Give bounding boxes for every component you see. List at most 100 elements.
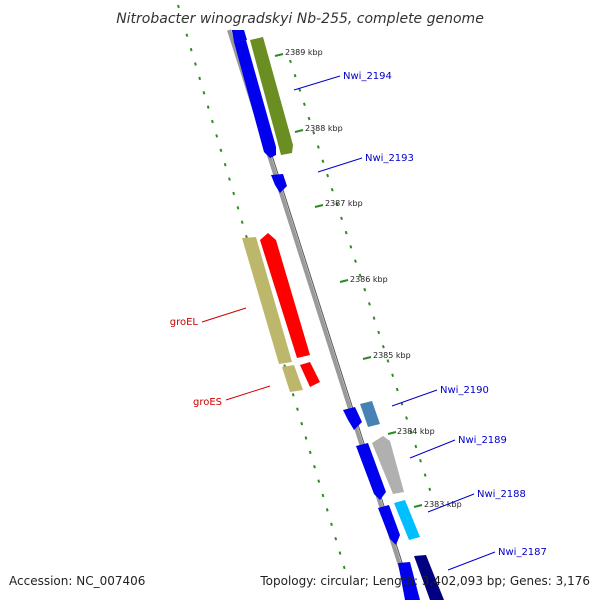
scale-tick-label: 2387 kbp <box>325 199 363 208</box>
gene-feature <box>234 40 276 158</box>
gc-content-mark <box>340 216 343 221</box>
gene-label-leader <box>201 307 247 323</box>
gene-feature <box>343 407 362 430</box>
gc-skew-mark <box>291 393 295 397</box>
gene-label: Nwi_2187 <box>498 547 547 558</box>
gene-labels: Nwi_2194 Nwi_2193 groEL groES Nwi_2190 Nwi_21… <box>170 71 547 571</box>
gc-content-mark <box>316 145 320 149</box>
gene-label: Nwi_2194 <box>343 71 392 82</box>
gc-content-mark <box>302 102 306 106</box>
gc-content-mark <box>419 459 422 463</box>
gc-content-mark <box>354 259 357 263</box>
gc-content-mark <box>307 116 311 121</box>
gc-content-mark <box>312 131 316 135</box>
gc-skew-mark <box>177 4 180 9</box>
gc-skew-mark <box>228 177 231 181</box>
gene-feature <box>414 555 444 600</box>
gene-feature <box>250 37 293 155</box>
gc-content-mark <box>381 344 385 349</box>
gene-feature <box>232 30 247 42</box>
gene-label-leader <box>409 439 456 459</box>
gc-content-mark <box>377 330 381 335</box>
gc-skew-mark <box>308 450 312 455</box>
gc-skew-mark <box>215 134 219 138</box>
gene-feature <box>356 443 386 500</box>
gene-label-leader <box>225 385 271 401</box>
gc-content-mark <box>349 245 353 249</box>
gc-skew-mark <box>206 105 210 109</box>
scale-tick <box>362 356 372 360</box>
gc-skew-mark <box>317 479 321 483</box>
gc-content-mark <box>293 73 297 78</box>
gene-label: Nwi_2188 <box>477 489 526 500</box>
gene-label-leader <box>447 551 496 571</box>
gene-label-leader <box>391 389 438 407</box>
gc-skew-mark <box>181 19 185 23</box>
gc-skew-mark <box>223 162 227 167</box>
gene-feature <box>300 362 320 387</box>
gene-feature <box>394 500 420 540</box>
scale-tick-label: 2384 kbp <box>397 427 435 436</box>
gc-skew-mark <box>232 191 236 196</box>
gc-content-mark <box>414 444 418 449</box>
gene-feature <box>242 237 292 364</box>
gc-content-mark <box>391 373 395 377</box>
scale-tick <box>339 279 349 283</box>
scale-tick-label: 2385 kbp <box>373 351 411 360</box>
gc-skew-mark <box>330 522 333 527</box>
gene-label: Nwi_2193 <box>365 153 414 164</box>
gc-content-mark <box>372 316 376 320</box>
gc-content-mark <box>326 173 330 178</box>
gene-label-leader <box>317 157 363 173</box>
gc-content-mark <box>344 230 348 235</box>
gc-content-mark <box>386 359 390 363</box>
scale-tick-label: 2388 kbp <box>305 124 343 133</box>
gc-content-mark <box>363 287 367 292</box>
gc-skew-mark <box>334 536 338 541</box>
gc-skew-mark <box>325 508 329 512</box>
scale-tick <box>387 431 397 435</box>
gc-skew-mark <box>236 206 240 210</box>
gc-content-mark <box>367 302 371 306</box>
gc-skew-mark <box>245 234 248 239</box>
gc-content-mark <box>395 387 399 392</box>
scale-ticks: 2389 kbp 2388 kbp 2387 kbp 2386 kbp 2385 kbp… <box>274 48 462 509</box>
scale-tick <box>274 53 284 57</box>
gene-label-leader <box>293 75 341 91</box>
gene-feature <box>372 436 404 494</box>
scale-tick-label: 2389 kbp <box>285 48 323 57</box>
gene-feature <box>260 233 310 358</box>
gc-skew-mark <box>304 436 308 440</box>
gene-feature <box>360 401 380 427</box>
gc-skew-mark <box>198 76 202 81</box>
gc-content-mark <box>405 416 408 420</box>
gc-skew-mark <box>202 91 206 95</box>
scale-tick-label: 2383 kbp <box>424 500 462 509</box>
gc-content-mark <box>428 487 432 492</box>
gc-content-mark <box>335 202 339 206</box>
gene-label: groEL <box>170 317 199 328</box>
gc-skew-mark <box>321 493 325 498</box>
gc-skew-mark <box>240 220 244 224</box>
gene-label: Nwi_2189 <box>458 435 507 446</box>
map-title: Nitrobacter winogradskyi Nb-255, complet… <box>116 11 484 27</box>
accession-text: Accession: NC_007406 <box>9 574 146 588</box>
gc-content-mark <box>409 430 413 435</box>
scale-tick-label: 2386 kbp <box>350 275 388 284</box>
gc-skew-mark <box>189 47 193 52</box>
gc-content-mark <box>330 188 334 192</box>
gc-content-mark <box>321 159 325 164</box>
gc-skew-mark <box>185 33 189 37</box>
gc-content-mark <box>298 88 302 92</box>
gc-skew-mark <box>194 62 197 66</box>
scale-tick <box>413 504 423 508</box>
scale-tick <box>294 129 304 133</box>
gene-label: groES <box>193 397 222 408</box>
gene-feature <box>398 562 420 600</box>
gc-skew-mark <box>342 565 346 570</box>
gene-features <box>232 30 444 600</box>
gene-feature <box>271 174 287 193</box>
gc-content-mark <box>358 273 362 278</box>
gc-skew-mark <box>219 148 223 153</box>
